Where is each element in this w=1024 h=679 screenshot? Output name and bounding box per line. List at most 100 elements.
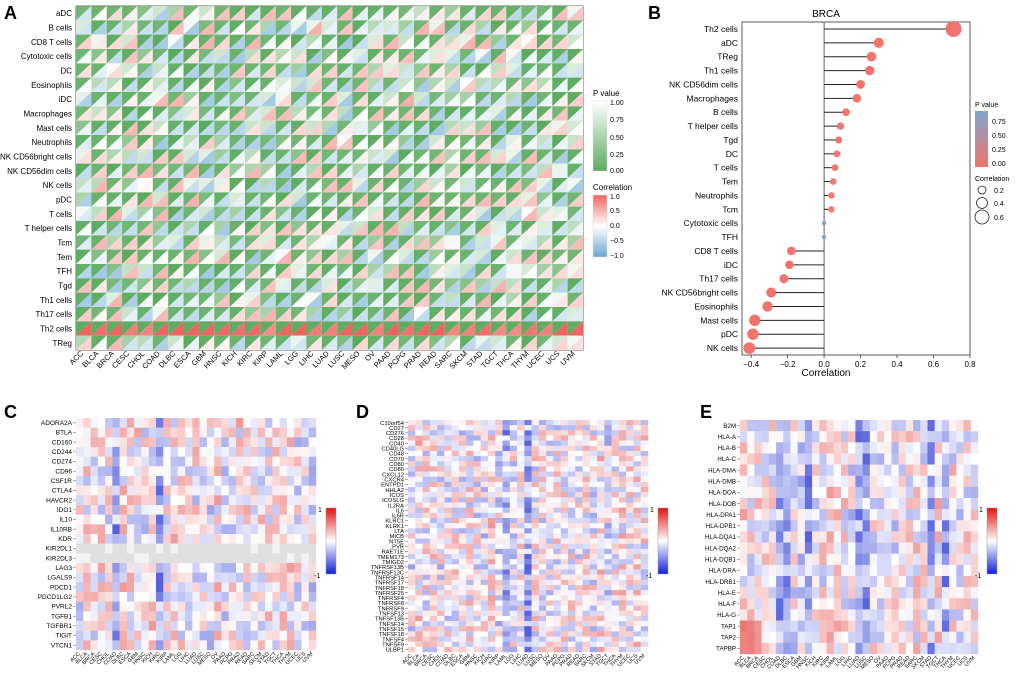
- heatmap-cell: [568, 446, 575, 451]
- heatmap-cell: [619, 585, 626, 590]
- heatmap-cell: [546, 508, 553, 513]
- heatmap-cell: [619, 420, 626, 425]
- heatmap-cell: [517, 523, 524, 528]
- heatmap-cell: [503, 606, 510, 611]
- heatmap-cell: [185, 466, 192, 476]
- heatmap-cell: [776, 487, 783, 498]
- heatmap-cell: [942, 632, 949, 643]
- heatmap-cell: [877, 554, 884, 565]
- heatmap-cell: [834, 453, 841, 464]
- heatmap-cell: [459, 539, 466, 544]
- heatmap-cell: [524, 466, 531, 471]
- heatmap-cell: [956, 576, 963, 587]
- heatmap-cell: [200, 544, 207, 554]
- heatmap-cell: [619, 472, 626, 477]
- heatmap-cell: [149, 534, 156, 544]
- heatmap-cell: [185, 573, 192, 583]
- heatmap-cell: [841, 487, 848, 498]
- heatmap-cell: [863, 476, 870, 487]
- heatmap-cell: [510, 502, 517, 507]
- heatmap-cell: [928, 565, 935, 576]
- heatmap-cell: [863, 543, 870, 554]
- heatmap-cell: [301, 621, 308, 631]
- heatmap-cell: [935, 576, 942, 587]
- heatmap-cell: [532, 575, 539, 580]
- heatmap-cell: [149, 447, 156, 457]
- heatmap-cell: [641, 513, 648, 518]
- heatmap-cell: [597, 616, 604, 621]
- heatmap-cell: [783, 531, 790, 542]
- heatmap-cell: [568, 544, 575, 549]
- heatmap-cell: [192, 447, 199, 457]
- heatmap-cell: [251, 573, 258, 583]
- heatmap-cell: [163, 631, 170, 641]
- heatmap-cell: [935, 420, 942, 431]
- heatmap-cell: [156, 437, 163, 447]
- heatmap-cell: [185, 495, 192, 505]
- heatmap-cell: [798, 609, 805, 620]
- heatmap-cell: [532, 523, 539, 528]
- heatmap-cell: [444, 575, 451, 580]
- heatmap-cell: [539, 523, 546, 528]
- heatmap-cell: [590, 544, 597, 549]
- heatmap-cell: [553, 502, 560, 507]
- heatmap-cell: [156, 486, 163, 496]
- heatmap-cell: [762, 531, 769, 542]
- heatmap-cell: [964, 509, 971, 520]
- heatmap-cell: [423, 523, 430, 528]
- heatmap-cell: [171, 611, 178, 621]
- heatmap-cell: [884, 531, 891, 542]
- heatmap-cell: [481, 554, 488, 559]
- heatmap-cell: [488, 528, 495, 533]
- heatmap-cell: [163, 457, 170, 467]
- heatmap-cell: [626, 549, 633, 554]
- heatmap-cell: [539, 451, 546, 456]
- row-label: KIR2DL3: [46, 555, 73, 562]
- heatmap-cell: [913, 453, 920, 464]
- lollipop-point: [856, 80, 865, 89]
- heatmap-cell: [956, 598, 963, 609]
- heatmap-cell: [906, 643, 913, 654]
- heatmap-cell: [459, 508, 466, 513]
- heatmap-cell: [309, 495, 316, 505]
- legend-tick: 0.00: [610, 168, 624, 175]
- heatmap-cell: [98, 486, 105, 496]
- heatmap-cell: [112, 437, 119, 447]
- heatmap-cell: [510, 435, 517, 440]
- heatmap-cell: [848, 632, 855, 643]
- heatmap-cell: [626, 518, 633, 523]
- heatmap-cell: [430, 487, 437, 492]
- heatmap-cell: [430, 611, 437, 616]
- heatmap-cell: [301, 466, 308, 476]
- heatmap-cell: [877, 487, 884, 498]
- heatmap-cell: [214, 563, 221, 573]
- heatmap-cell: [287, 418, 294, 428]
- heatmap-cell: [178, 534, 185, 544]
- heatmap-cell: [272, 437, 279, 447]
- heatmap-cell: [459, 631, 466, 636]
- heatmap-cell: [776, 453, 783, 464]
- heatmap-cell: [619, 461, 626, 466]
- heatmap-cell: [561, 621, 568, 626]
- heatmap-cell: [805, 520, 812, 531]
- heatmap-cell: [149, 476, 156, 486]
- heatmap-cell: [214, 553, 221, 563]
- heatmap-cell: [503, 461, 510, 466]
- lollipop-point: [787, 247, 796, 256]
- heatmap-cell: [539, 487, 546, 492]
- heatmap-cell: [913, 632, 920, 643]
- heatmap-cell: [604, 518, 611, 523]
- heatmap-cell: [437, 637, 444, 642]
- heatmap-cell: [848, 498, 855, 509]
- heatmap-cell: [877, 420, 884, 431]
- heatmap-cell: [920, 442, 927, 453]
- heatmap-cell: [740, 442, 747, 453]
- heatmap-cell: [200, 553, 207, 563]
- heatmap-cell: [105, 621, 112, 631]
- heatmap-cell: [178, 640, 185, 650]
- heatmap-cell: [423, 564, 430, 569]
- heatmap-cell: [415, 642, 422, 647]
- heatmap-cell: [561, 637, 568, 642]
- heatmap-cell: [928, 609, 935, 620]
- heatmap-cell: [200, 611, 207, 621]
